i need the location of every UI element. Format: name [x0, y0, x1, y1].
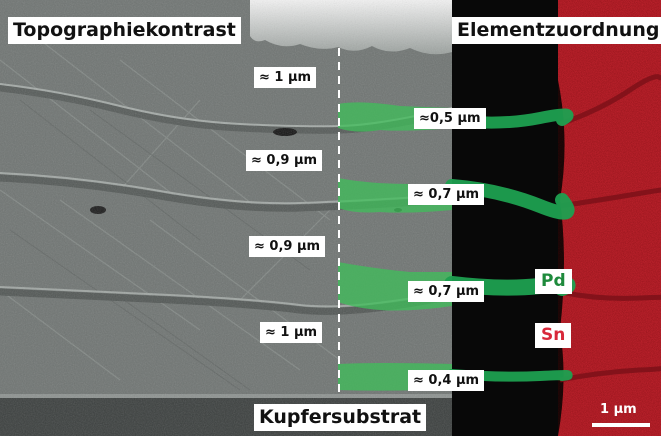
thickness-label-right: ≈ 0,7 µm [408, 184, 485, 205]
thickness-label-right: ≈ 0,4 µm [408, 370, 485, 391]
scale-bar [592, 423, 650, 427]
panel-title-topography: Topographiekontrast [8, 17, 241, 44]
thickness-label-left: ≈ 0,9 µm [249, 236, 326, 257]
substrate-label: Kupfersubstrat [254, 404, 427, 431]
thickness-label-left: ≈ 1 µm [254, 67, 317, 88]
scale-bar-label: 1 µm [600, 402, 637, 417]
thickness-label-right: ≈ 0,7 µm [408, 281, 485, 302]
element-label-pd: Pd [535, 269, 572, 294]
thickness-label-left: ≈ 0,9 µm [246, 150, 323, 171]
thickness-label-left: ≈ 1 µm [260, 322, 323, 343]
edx-panel [444, 0, 661, 436]
panel-title-element-map: Elementzuordnung [452, 17, 661, 44]
thickness-label-right: ≈0,5 µm [414, 108, 486, 129]
element-label-sn: Sn [535, 323, 572, 348]
